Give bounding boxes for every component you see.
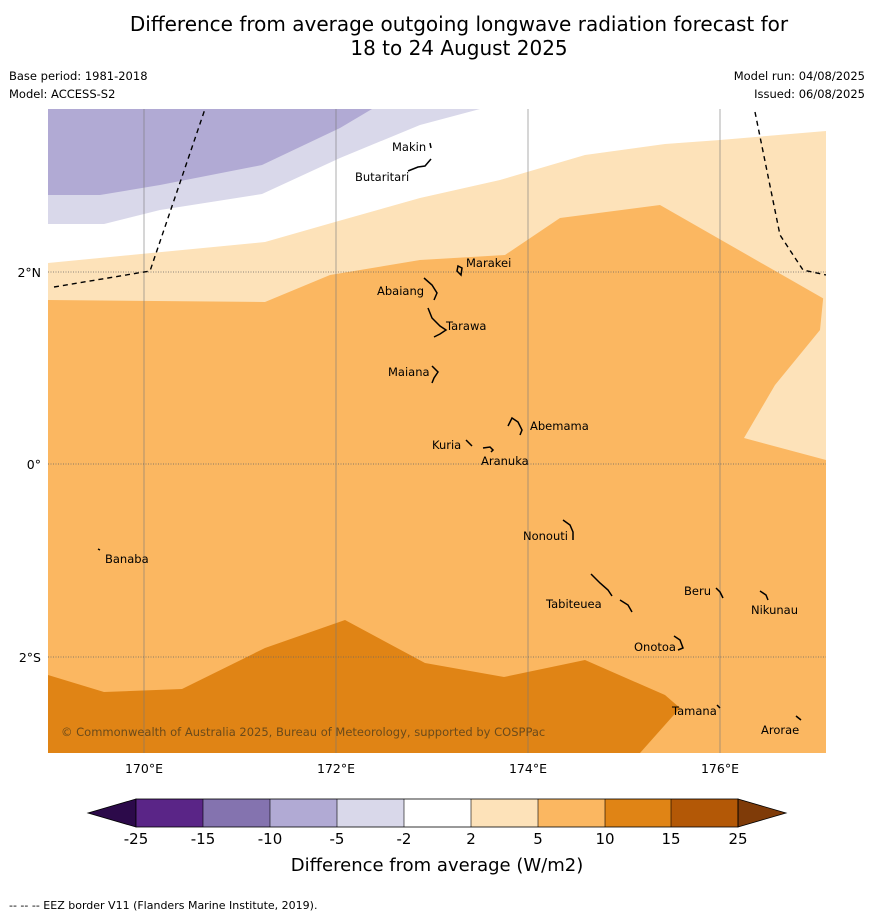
place-label: Aranuka [481,454,529,468]
colorbar: -25 -15 -10 -5 -2 2 5 10 15 25 Differenc… [86,798,788,876]
place-label: Makin [392,140,426,154]
colorbar-tick: -15 [191,830,216,848]
place-label: Maiana [388,365,430,379]
island-maiana [431,365,439,384]
colorbar-swatch [605,799,671,827]
island-abemama [507,416,523,436]
eez-footnote: -- -- -- EEZ border V11 (Flanders Marine… [9,899,318,912]
colorbar-tick: 5 [533,830,543,848]
colorbar-swatch [337,799,404,827]
island-arorae [795,715,802,721]
place-label: Abaiang [377,284,424,298]
lon-axis: 170°E 172°E 174°E 176°E [125,761,739,776]
colorbar-swatch [671,799,738,827]
place-label: Onotoa [634,640,676,654]
place-label: Banaba [105,552,149,566]
colorbar-swatch [538,799,605,827]
island-onotoa [673,635,684,651]
island-beru [715,587,724,599]
model-name: Model: ACCESS-S2 [9,87,116,101]
islands [97,142,802,721]
island-makin [429,142,432,149]
island-tamana [716,704,721,709]
field-m10-m5 [48,109,372,195]
graticule [143,109,721,753]
island-marakei [456,264,463,277]
place-label: Nonouti [523,529,568,543]
lon-tick-label: 176°E [701,761,739,776]
chart-title: Difference from average outgoing longwav… [0,12,873,60]
colorbar-swatch [270,799,337,827]
lon-tick-label: 170°E [125,761,163,776]
place-label: Arorae [761,723,799,737]
eez-border [53,109,826,288]
title-line-1: Difference from average outgoing longwav… [129,12,789,36]
colorbar-swatch [471,799,538,827]
place-label: Marakei [466,256,511,270]
place-label: Kuria [432,438,461,452]
place-label: Butaritari [355,170,409,184]
island-tarawa [427,307,448,338]
island-nikunau [759,590,769,601]
colorbar-swatch [404,799,471,827]
colorbar-tick: 25 [728,830,747,848]
model-run: Model run: 04/08/2025 [733,69,865,83]
place-label: Tarawa [445,319,486,333]
field-2-5-east [744,270,826,460]
place-label: Nikunau [751,603,798,617]
colorbar-tick: 2 [466,830,476,848]
colorbar-tick: 10 [595,830,614,848]
colorbar-tick: -25 [124,830,149,848]
meta-left: Base period: 1981-2018 Model: ACCESS-S2 [9,67,148,103]
island-butaritari [407,158,432,172]
colorbar-swatch [203,799,270,827]
colorbar-label: Difference from average (W/m2) [291,855,583,876]
lat-tick-label: 0° [27,457,41,472]
lat-tick-label: 2°N [17,265,41,280]
colorbar-tick: -5 [330,830,345,848]
island-aranuka [482,446,495,453]
colorbar-max-extend [737,798,788,828]
title-line-2: 18 to 24 August 2025 [350,36,568,60]
meta-right: Model run: 04/08/2025 Issued: 06/08/2025 [734,67,865,103]
base-period: Base period: 1981-2018 [9,69,148,83]
lon-tick-label: 174°E [509,761,547,776]
lat-axis: 2°N 0° 2°S [17,265,41,665]
island-abaiang [423,277,438,301]
place-labels: Makin Butaritari Marakei Abaiang Tarawa … [105,140,799,737]
island-nonouti [562,519,574,540]
island-kuria [465,439,473,447]
place-label: Abemama [530,419,589,433]
colorbar-tick: -10 [258,830,283,848]
place-label: Tabiteuea [545,597,602,611]
issued-date: Issued: 06/08/2025 [754,87,865,101]
copyright-notice: © Commonwealth of Australia 2025, Bureau… [61,725,545,739]
colorbar-min-extend [86,798,137,828]
place-label: Beru [684,584,711,598]
field-10-15-south [48,620,680,753]
island-banaba [97,548,101,551]
lat-tick-label: 2°S [19,650,41,665]
place-label: Tamana [671,704,717,718]
colorbar-swatch [136,799,203,827]
colorbar-tick: -2 [397,830,412,848]
map-area: Makin Butaritari Marakei Abaiang Tarawa … [48,109,826,753]
island-tabiteuea [590,573,633,613]
lon-tick-label: 172°E [317,761,355,776]
colorbar-tick: 15 [661,830,680,848]
